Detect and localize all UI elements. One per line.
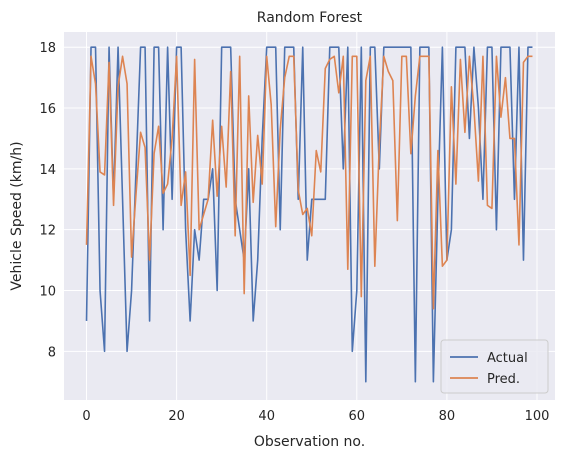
y-tick-label: 18 — [39, 41, 56, 56]
legend-label-pred: Pred. — [487, 372, 520, 387]
tick-labels: 0 20 40 60 80 100 8 10 12 14 16 18 — [39, 41, 549, 424]
legend-label-actual: Actual — [487, 351, 528, 366]
x-tick-label: 40 — [258, 409, 275, 424]
series-line-actual — [85, 46, 533, 383]
legend-frame — [440, 339, 549, 394]
y-axis-label: Vehicle Speed (km/h) — [9, 141, 25, 290]
x-tick-label: 20 — [168, 409, 185, 424]
x-tick-label: 80 — [439, 409, 456, 424]
y-tick-label: 12 — [39, 224, 56, 239]
y-tick-label: 16 — [39, 102, 56, 117]
y-tick-label: 8 — [48, 345, 56, 360]
chart-title: Random Forest — [257, 10, 363, 26]
legend: Actual Pred. — [440, 339, 549, 394]
x-tick-label: 0 — [82, 409, 90, 424]
y-tick-label: 10 — [39, 285, 56, 300]
x-tick-label: 100 — [525, 409, 550, 424]
series-lines — [85, 46, 533, 383]
series-line-pred — [85, 55, 533, 310]
x-tick-label: 60 — [349, 409, 366, 424]
y-tick-label: 14 — [39, 163, 56, 178]
x-axis-label: Observation no. — [254, 434, 365, 450]
